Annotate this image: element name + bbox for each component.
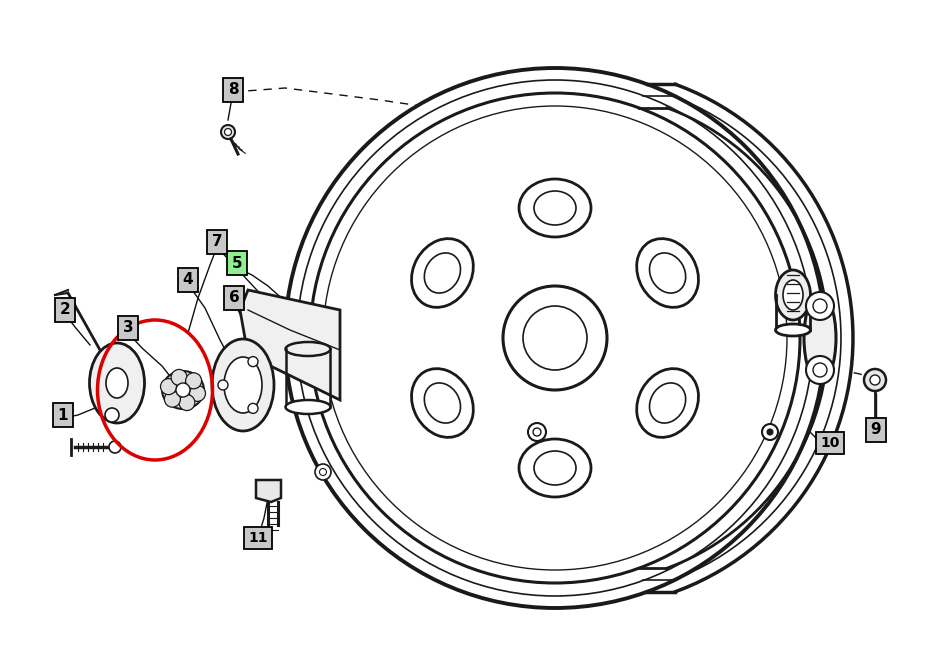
Ellipse shape [90,343,145,423]
Circle shape [171,369,187,386]
Ellipse shape [783,280,803,310]
Text: 11: 11 [248,531,268,545]
Ellipse shape [412,369,474,437]
Ellipse shape [519,439,591,497]
Circle shape [164,391,181,407]
Ellipse shape [650,253,686,293]
Ellipse shape [534,191,576,225]
Text: 4: 4 [183,273,194,288]
Circle shape [221,125,235,139]
Ellipse shape [425,383,461,423]
Circle shape [179,395,195,411]
Circle shape [528,423,546,441]
Text: 9: 9 [870,422,882,437]
Circle shape [806,356,834,384]
Ellipse shape [804,293,836,383]
Polygon shape [256,480,281,502]
Text: 8: 8 [228,82,238,97]
Circle shape [248,404,258,413]
Circle shape [813,299,827,313]
Circle shape [503,286,607,390]
Ellipse shape [776,270,810,320]
Circle shape [189,386,206,401]
Ellipse shape [162,371,204,409]
Ellipse shape [519,179,591,237]
Circle shape [806,292,834,320]
Ellipse shape [425,253,461,293]
Text: 10: 10 [820,436,840,450]
Circle shape [105,408,119,422]
Ellipse shape [286,342,331,356]
Circle shape [109,441,121,453]
Ellipse shape [637,239,698,308]
Circle shape [248,356,258,367]
Ellipse shape [650,383,686,423]
Text: 3: 3 [122,321,133,336]
Ellipse shape [286,400,331,414]
Circle shape [523,306,587,370]
Ellipse shape [534,451,576,485]
Circle shape [813,363,827,377]
Ellipse shape [106,368,128,398]
Circle shape [285,68,825,608]
Circle shape [762,424,778,440]
Ellipse shape [637,369,698,437]
Circle shape [320,469,326,476]
Ellipse shape [224,357,262,413]
Circle shape [185,373,201,389]
Text: 6: 6 [229,291,239,306]
Text: 2: 2 [59,302,70,317]
Ellipse shape [212,339,274,431]
Circle shape [870,375,880,385]
Circle shape [315,464,331,480]
Ellipse shape [776,324,810,336]
Text: 7: 7 [211,234,222,249]
Circle shape [767,429,773,435]
Ellipse shape [412,239,474,308]
Polygon shape [240,290,340,400]
Circle shape [218,380,228,390]
Circle shape [224,129,232,136]
Circle shape [176,383,190,397]
Text: 5: 5 [232,256,242,271]
Circle shape [864,369,886,391]
Circle shape [533,428,541,436]
Text: 1: 1 [57,408,69,422]
Circle shape [160,378,176,395]
